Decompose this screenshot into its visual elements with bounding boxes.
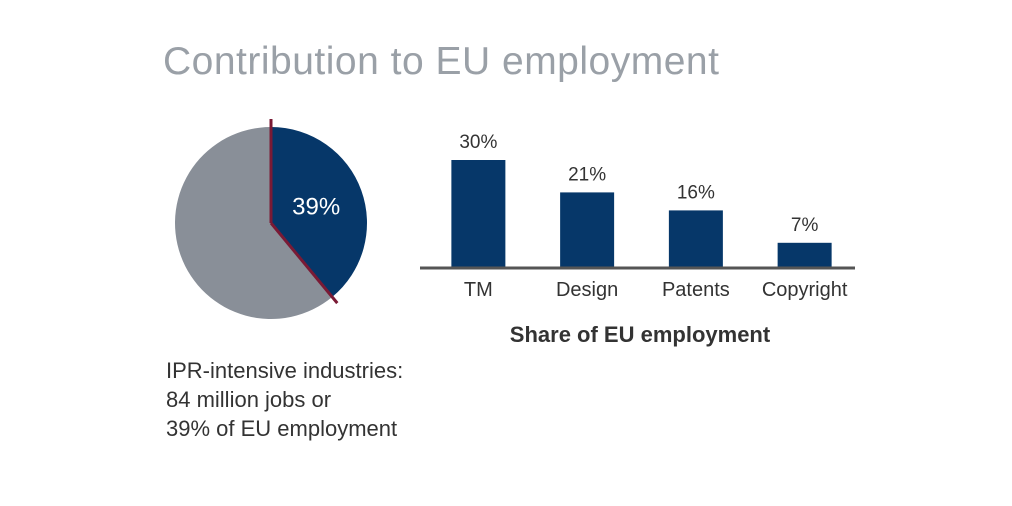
bar-design: [560, 192, 614, 268]
x-tick-label: Copyright: [762, 279, 848, 301]
caption-line: IPR-intensive industries:: [166, 356, 403, 385]
x-tick-label: Patents: [662, 279, 730, 301]
pie-caption: IPR-intensive industries: 84 million job…: [166, 356, 403, 443]
chart-title: Contribution to EU employment: [163, 40, 719, 84]
bar-patents: [669, 210, 723, 268]
bar-copyright: [778, 243, 832, 268]
bar-data-label: 7%: [791, 215, 819, 236]
pie-slice-label: 39%: [292, 194, 340, 221]
caption-line: 84 million jobs or: [166, 385, 403, 414]
x-tick-label: Design: [556, 279, 618, 301]
bar-data-label: 21%: [568, 164, 606, 185]
pie-chart: 39%: [150, 110, 390, 330]
bar-tm: [451, 160, 505, 268]
caption-line: 39% of EU employment: [166, 414, 403, 443]
bar-chart: 30% TM 21% Design 16% Patents 7% Copyright: [410, 110, 870, 310]
bar-data-label: 30%: [459, 132, 497, 153]
bar-chart-xlabel: Share of EU employment: [410, 322, 870, 348]
bar-data-label: 16%: [677, 182, 715, 203]
x-tick-label: TM: [464, 279, 493, 301]
